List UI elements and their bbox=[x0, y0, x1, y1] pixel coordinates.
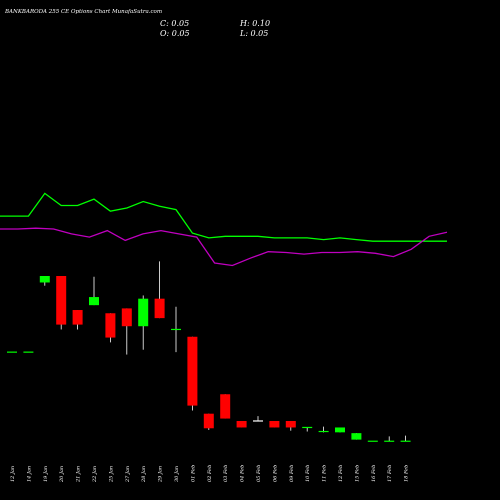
candle bbox=[367, 440, 378, 442]
candle bbox=[138, 295, 149, 350]
candle bbox=[220, 394, 231, 419]
candle bbox=[351, 433, 362, 440]
candle bbox=[89, 276, 99, 306]
close-readout: C: 0.05 bbox=[160, 19, 189, 28]
candle-body bbox=[220, 394, 231, 419]
candle-body bbox=[121, 308, 132, 327]
candle bbox=[285, 420, 296, 431]
candle bbox=[23, 351, 34, 353]
x-tick-label: 03 Feb bbox=[223, 465, 229, 482]
candle bbox=[121, 308, 132, 355]
candle-doji bbox=[384, 440, 395, 442]
x-tick-label: 10 Feb bbox=[305, 465, 311, 482]
candle-body bbox=[187, 336, 198, 406]
candle-body bbox=[105, 313, 116, 338]
x-tick-label: 14 Jan bbox=[26, 466, 32, 482]
candle-doji bbox=[302, 426, 313, 429]
x-tick-label: 02 Feb bbox=[207, 465, 213, 482]
candle bbox=[7, 351, 17, 353]
indicator-line-1 bbox=[0, 192, 447, 242]
candle-body bbox=[269, 420, 280, 428]
x-tick-label: 21 Jan bbox=[76, 466, 82, 483]
candle-body bbox=[351, 433, 362, 440]
x-tick-label: 12 Jan bbox=[10, 466, 16, 482]
candle-body bbox=[138, 298, 149, 327]
candle-doji bbox=[23, 351, 34, 353]
x-tick-label: 18 Feb bbox=[404, 465, 410, 482]
candle-body bbox=[335, 427, 345, 433]
candle bbox=[384, 436, 395, 442]
candle bbox=[39, 276, 50, 286]
candle-body bbox=[154, 298, 165, 319]
candle bbox=[56, 276, 67, 330]
indicator-line-2 bbox=[0, 227, 448, 267]
candle bbox=[203, 413, 214, 430]
x-tick-label: 28 Jan bbox=[141, 466, 147, 483]
x-tick-label: 04 Feb bbox=[240, 465, 246, 482]
candle-body bbox=[89, 297, 99, 306]
chart-title: BANKBARODA 255 CE Options Chart MunafaSu… bbox=[4, 9, 162, 15]
candle bbox=[335, 427, 345, 433]
candle bbox=[187, 336, 198, 411]
candle bbox=[269, 420, 280, 428]
candle bbox=[105, 313, 116, 343]
candle bbox=[171, 306, 181, 353]
x-tick-label: 16 Feb bbox=[371, 465, 377, 482]
candle bbox=[400, 435, 411, 442]
x-tick-label: 05 Feb bbox=[256, 465, 262, 482]
candle bbox=[154, 261, 165, 319]
x-tick-label: 12 Feb bbox=[338, 465, 344, 482]
x-tick-label: 27 Jan bbox=[125, 466, 131, 483]
candle bbox=[72, 310, 83, 330]
high-readout: H: 0.10 bbox=[239, 19, 270, 28]
x-tick-label: 19 Jan bbox=[43, 466, 49, 482]
candles bbox=[7, 261, 411, 442]
candle bbox=[302, 426, 313, 432]
x-tick-label: 06 Feb bbox=[272, 465, 278, 482]
open-readout: O: 0.05 bbox=[160, 29, 190, 38]
indicator-lines bbox=[0, 192, 448, 267]
x-tick-label: 01 Feb bbox=[190, 465, 196, 482]
x-tick-label: 20 Jan bbox=[59, 466, 65, 483]
candle-body bbox=[39, 276, 50, 283]
x-tick-label: 29 Jan bbox=[158, 466, 164, 483]
candle-doji bbox=[253, 420, 263, 422]
candle-doji bbox=[171, 328, 181, 331]
candle-body bbox=[72, 310, 83, 325]
candle-body bbox=[285, 420, 296, 428]
candle-doji bbox=[318, 430, 329, 433]
candle-doji bbox=[367, 440, 378, 442]
candle bbox=[253, 416, 263, 422]
candle-doji bbox=[400, 440, 411, 442]
x-tick-label: 11 Feb bbox=[322, 465, 328, 482]
candle bbox=[236, 420, 247, 428]
candle-doji bbox=[7, 351, 17, 353]
candle bbox=[318, 426, 329, 433]
x-tick-label: 15 Feb bbox=[354, 465, 360, 482]
x-tick-label: 17 Feb bbox=[387, 465, 393, 482]
candle-body bbox=[203, 413, 214, 429]
x-axis-ticks: 12 Jan 14 Jan 19 Jan 20 Jan 21 Jan 22 Jan 25 J… bbox=[10, 465, 410, 483]
candle-body bbox=[236, 420, 247, 428]
x-tick-label: 30 Jan bbox=[174, 466, 180, 482]
x-tick-label: 25 Jan bbox=[108, 466, 114, 483]
x-tick-label: 09 Feb bbox=[289, 465, 295, 482]
low-readout: L: 0.05 bbox=[239, 29, 268, 38]
x-tick-label: 22 Jan bbox=[92, 466, 98, 483]
candle-body bbox=[56, 276, 67, 325]
